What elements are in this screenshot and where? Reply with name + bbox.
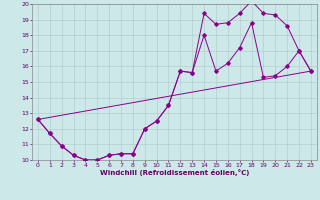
X-axis label: Windchill (Refroidissement éolien,°C): Windchill (Refroidissement éolien,°C) (100, 169, 249, 176)
